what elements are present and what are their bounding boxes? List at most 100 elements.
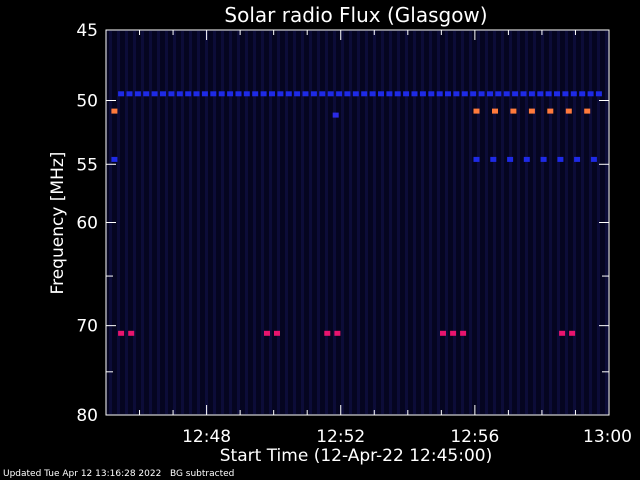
signal-mark — [218, 91, 225, 97]
background-stripe — [349, 31, 352, 414]
background-stripe — [589, 31, 592, 414]
background-stripe — [501, 31, 504, 414]
background-stripe — [413, 31, 416, 414]
background-stripe — [221, 31, 224, 414]
background-stripe — [461, 31, 464, 414]
y-axis: 45 50 55 60 70 80 — [76, 21, 609, 426]
background-stripe — [517, 31, 520, 414]
signal-mark — [243, 91, 250, 97]
signal-mark — [584, 108, 591, 114]
signal-mark — [492, 108, 498, 114]
background-stripe — [573, 31, 576, 414]
signal-mark — [428, 91, 435, 97]
background-stripe — [565, 31, 568, 414]
signal-mark — [570, 91, 577, 97]
updated-timestamp: Updated Tue Apr 12 13:16:28 2022 — [3, 469, 162, 479]
background-stripe — [317, 31, 320, 414]
background-stripe — [261, 31, 264, 414]
background-stripe — [285, 31, 288, 414]
y-tick-label: 55 — [76, 155, 98, 175]
signal-mark — [269, 91, 275, 97]
background-stripe — [133, 31, 136, 414]
signal-mark — [319, 91, 326, 97]
signal-mark — [490, 156, 497, 162]
signal-mark — [302, 91, 309, 97]
x-axis: 12:48 12:52 12:56 13:00 — [105, 30, 632, 447]
signal-mark — [569, 330, 576, 336]
background-stripe — [421, 31, 424, 414]
signal-mark — [478, 91, 485, 97]
chart-title: Solar radio Flux (Glasgow) — [224, 3, 487, 27]
signal-mark — [419, 91, 426, 97]
signal-mark — [235, 91, 242, 97]
signal-mark — [143, 91, 150, 97]
signal-mark — [252, 91, 259, 97]
signal-mark — [565, 108, 572, 114]
background-stripe — [533, 31, 536, 414]
signal-mark — [574, 156, 581, 162]
signal-mark — [378, 91, 384, 97]
signal-mark — [274, 330, 280, 336]
signal-mark — [487, 91, 493, 97]
background-stripe — [141, 31, 144, 414]
signal-mark — [403, 91, 410, 97]
y-tick-label: 50 — [76, 92, 98, 112]
background-stripe — [357, 31, 360, 414]
signal-mark — [126, 91, 133, 97]
background-stripe — [541, 31, 544, 414]
background-stripe — [125, 31, 128, 414]
background-stripe — [205, 31, 208, 414]
background-stripe — [405, 31, 408, 414]
background-stripe — [157, 31, 160, 414]
background-stripe — [597, 31, 600, 414]
footer: Updated Tue Apr 12 13:16:28 2022 BG subt… — [3, 469, 234, 479]
background-stripe — [277, 31, 280, 414]
y-axis-label: Frequency [MHz] — [48, 152, 68, 295]
y-tick-label: 45 — [76, 21, 98, 41]
y-tick-label: 70 — [76, 317, 98, 337]
background-stripe — [189, 31, 192, 414]
bg-subtracted-note: BG subtracted — [169, 469, 235, 479]
background-stripe — [293, 31, 296, 414]
signal-mark — [559, 330, 566, 336]
signal-mark — [134, 91, 141, 97]
background-stripe — [509, 31, 512, 414]
signal-mark — [394, 91, 401, 97]
background-stripe — [165, 31, 168, 414]
x-tick-label: 12:48 — [182, 427, 231, 447]
signal-mark — [528, 108, 535, 114]
signal-mark — [528, 91, 535, 97]
signal-mark — [510, 108, 517, 114]
signal-mark — [128, 330, 135, 336]
signal-mark — [185, 91, 192, 97]
signal-mark — [264, 330, 270, 336]
signal-mark — [473, 156, 480, 162]
signal-mark — [386, 91, 393, 97]
background-stripe — [365, 31, 368, 414]
background-stripes — [109, 31, 608, 414]
background-stripe — [373, 31, 376, 414]
signal-mark — [336, 91, 343, 97]
signal-mark — [495, 91, 502, 97]
background-stripe — [181, 31, 184, 414]
signal-mark — [473, 108, 480, 114]
x-tick-label: 12:56 — [450, 427, 499, 447]
signal-mark — [436, 91, 443, 97]
signal-mark — [523, 156, 530, 162]
signal-mark — [369, 91, 376, 97]
signal-mark — [118, 330, 125, 336]
signal-mark — [227, 91, 234, 97]
background-stripe — [245, 31, 248, 414]
signal-mark — [334, 330, 341, 336]
background-stripe — [429, 31, 432, 414]
signal-mark — [554, 91, 560, 97]
background-stripe — [237, 31, 240, 414]
background-stripe — [485, 31, 488, 414]
signal-mark — [285, 91, 292, 97]
y-tick-label: 80 — [76, 406, 98, 426]
background-stripe — [381, 31, 384, 414]
x-axis-label: Start Time (12-Apr-22 12:45:00) — [220, 446, 492, 466]
signal-mark — [562, 91, 569, 97]
background-stripe — [309, 31, 312, 414]
signal-mark — [111, 156, 118, 162]
